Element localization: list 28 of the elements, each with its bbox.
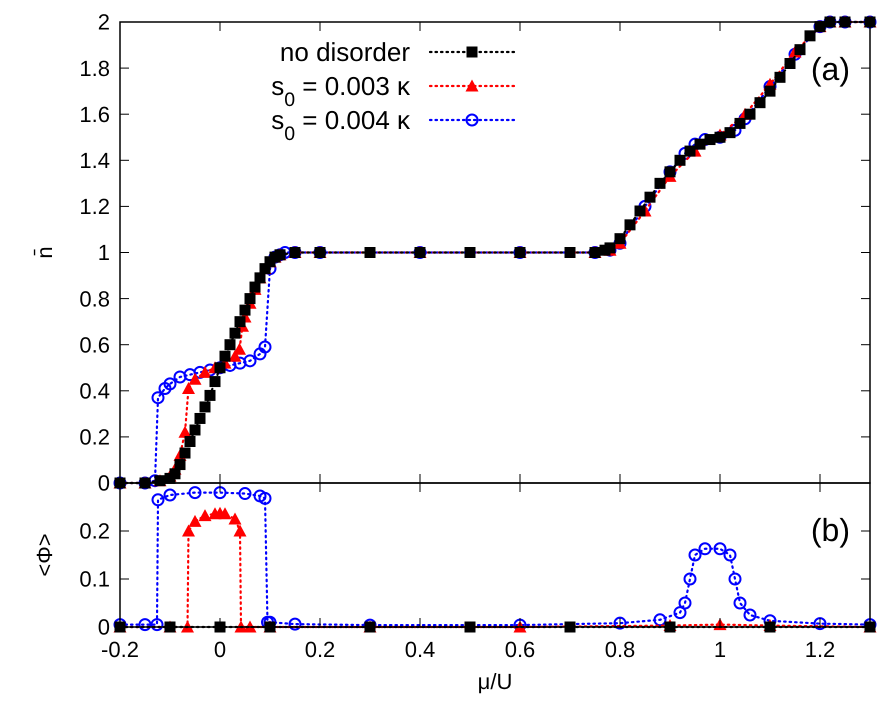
y-tick-label: 0.8: [79, 286, 110, 312]
annotation: (a): [810, 51, 850, 87]
y-axis-title: <Φ>: [32, 533, 57, 577]
y-tick-label: 0.2: [79, 518, 110, 544]
x-tick-label: 0.8: [604, 637, 636, 662]
y-tick-label: 0.6: [79, 332, 110, 358]
x-tick-label: 0.2: [304, 637, 336, 662]
x-tick-label: 0: [214, 637, 226, 662]
y-tick-label: 2: [98, 10, 110, 35]
x-tick-label: 0.4: [404, 637, 436, 662]
x-axis-title: μ/U: [478, 669, 512, 694]
y-tick-label: 1: [98, 240, 110, 266]
y-tick-label: 1.6: [79, 102, 110, 127]
annotation: (b): [810, 512, 850, 548]
y-tick-label: 0: [98, 614, 110, 640]
x-tick-label: -0.2: [101, 637, 139, 662]
x-tick-label: 0.6: [504, 637, 536, 662]
legend-label: no disorder: [280, 37, 410, 68]
y-tick-label: 0.2: [79, 424, 110, 450]
x-tick-label: 1: [714, 637, 726, 662]
y-tick-label: 1.4: [79, 148, 110, 173]
y-axis-title: n̄: [32, 246, 57, 259]
x-tick-label: 1.2: [804, 637, 836, 662]
y-tick-label: 0: [98, 470, 110, 496]
y-tick-label: 1.8: [79, 56, 110, 81]
y-tick-label: 1.2: [79, 194, 110, 220]
y-tick-label: 0.1: [79, 566, 110, 592]
y-tick-label: 0.4: [79, 378, 110, 404]
